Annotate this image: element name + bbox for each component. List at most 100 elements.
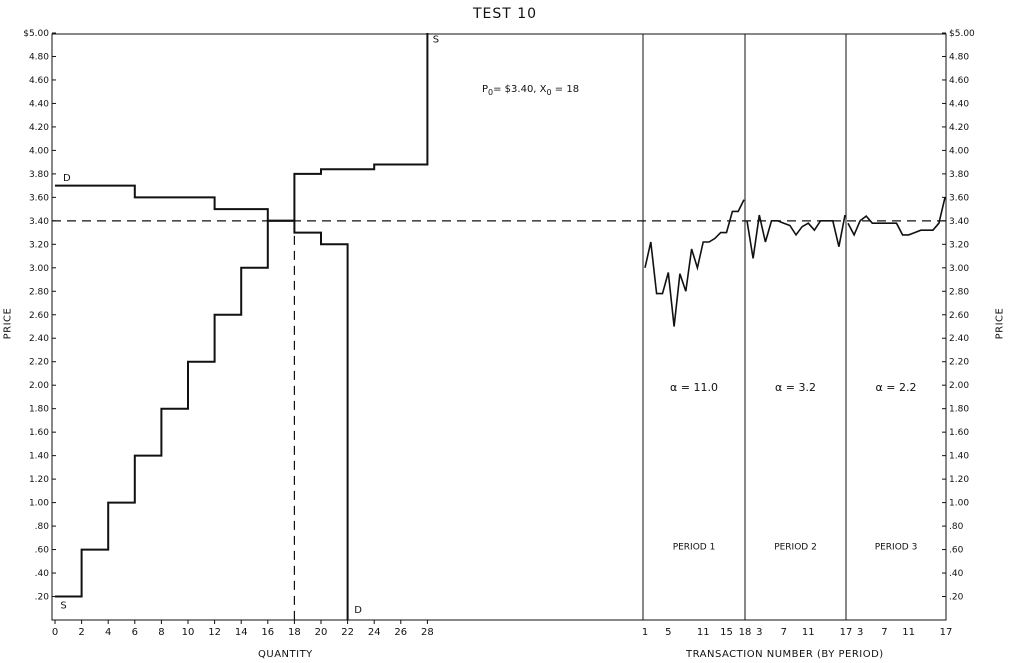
left-y-tick-label-4: 4.20 [29, 123, 49, 133]
annotation-part-1: 0 [488, 88, 493, 97]
quantity-tick-label-11: 22 [341, 627, 354, 638]
quantity-tick-label-7: 14 [235, 627, 248, 638]
right-y-tick-label-2: 4.60 [949, 76, 969, 86]
plot-frame [51, 33, 947, 621]
quantity-tick-label-12: 24 [368, 627, 381, 638]
right-y-tick-label-24: .20 [949, 593, 964, 603]
left-y-tick-label-19: 1.20 [29, 475, 49, 485]
period-2-tick-label-0: 18 [739, 627, 752, 638]
left-y-tick-label-8: 3.40 [29, 217, 49, 227]
quantity-tick-label-3: 6 [132, 627, 138, 638]
right-y-tick-label-12: 2.60 [949, 311, 969, 321]
equilibrium-annotation: P0= $3.40, X0 = 18 [482, 84, 579, 97]
demand-step-line [55, 184, 349, 620]
period-2-price-line [746, 214, 846, 259]
left-y-tick-label-15: 2.00 [29, 381, 49, 391]
right-y-tick-label-15: 2.00 [949, 381, 969, 391]
annotation-part-2: = $3.40, X [493, 84, 547, 95]
period-2-alpha-label: α = 3.2 [775, 381, 816, 394]
period-1-tick-label-1: 5 [665, 627, 671, 638]
right-y-tick-label-5: 4.00 [949, 146, 969, 156]
quantity-tick-label-10: 20 [315, 627, 328, 638]
right-y-tick-label-8: 3.40 [949, 217, 969, 227]
right-y-tick-label-11: 2.80 [949, 287, 969, 297]
right-y-tick-label-19: 1.20 [949, 475, 969, 485]
right-y-tick-label-14: 2.20 [949, 358, 969, 368]
supply-label-top: S [433, 34, 439, 45]
left-y-tick-label-13: 2.40 [29, 334, 49, 344]
period-1-tick-label-2: 11 [697, 627, 710, 638]
right-y-tick-label-23: .40 [949, 569, 964, 579]
right-y-tick-label-9: 3.20 [949, 240, 969, 250]
period-3-tick-label-4: 17 [940, 627, 953, 638]
period-3-tick-label-0: 17 [840, 627, 853, 638]
period-2-tick-label-2: 7 [781, 627, 787, 638]
right-y-tick-label-13: 2.40 [949, 334, 969, 344]
left-y-tick-label-14: 2.20 [29, 358, 49, 368]
quantity-tick-label-14: 28 [421, 627, 434, 638]
period-3-alpha-label: α = 2.2 [876, 381, 917, 394]
left-y-tick-label-0: $5.00 [23, 29, 49, 39]
chart-title: TEST 10 [472, 6, 538, 22]
supply-label-bottom: S [60, 600, 66, 611]
period-1-tick-label-0: 1 [642, 627, 648, 638]
right-y-tick-label-3: 4.40 [949, 99, 969, 109]
right-y-tick-label-4: 4.20 [949, 123, 969, 133]
quantity-axis-label: QUANTITY [258, 649, 313, 660]
supply-step-line [55, 33, 429, 598]
left-y-tick-label-1: 4.80 [29, 52, 49, 62]
right-y-tick-label-16: 1.80 [949, 405, 969, 415]
right-y-tick-label-20: 1.00 [949, 499, 969, 509]
left-y-tick-label-16: 1.80 [29, 405, 49, 415]
left-y-tick-label-5: 4.00 [29, 146, 49, 156]
quantity-tick-label-6: 12 [208, 627, 221, 638]
annotation-part-3: 0 [547, 88, 552, 97]
annotation-part-0: P [482, 84, 488, 95]
demand-label-bottom: D [354, 605, 362, 616]
left-y-tick-label-24: .20 [35, 593, 50, 603]
period-2-tick-label-3: 11 [802, 627, 815, 638]
period-3-label: PERIOD 3 [875, 543, 918, 553]
left-y-tick-label-23: .40 [35, 569, 50, 579]
left-y-tick-label-12: 2.60 [29, 311, 49, 321]
period-3-tick-label-1: 3 [857, 627, 863, 638]
left-y-tick-label-11: 2.80 [29, 287, 49, 297]
right-y-tick-label-22: .60 [949, 546, 964, 556]
period-3-tick-label-3: 11 [902, 627, 915, 638]
left-y-tick-label-6: 3.80 [29, 170, 49, 180]
left-y-tick-label-18: 1.40 [29, 452, 49, 462]
quantity-tick-label-8: 16 [261, 627, 274, 638]
quantity-tick-label-4: 8 [158, 627, 164, 638]
quantity-tick-label-0: 0 [52, 627, 58, 638]
period-1-tick-label-3: 15 [720, 627, 733, 638]
left-y-tick-label-7: 3.60 [29, 193, 49, 203]
right-y-tick-label-10: 3.00 [949, 264, 969, 274]
quantity-tick-label-5: 10 [182, 627, 195, 638]
annotation-part-4: = 18 [552, 84, 579, 95]
right-y-tick-label-17: 1.60 [949, 428, 969, 438]
left-y-tick-label-17: 1.60 [29, 428, 49, 438]
quantity-tick-label-1: 2 [78, 627, 84, 638]
period-1-price-line [644, 199, 745, 327]
quantity-tick-label-13: 26 [394, 627, 407, 638]
period-3-tick-label-2: 7 [881, 627, 887, 638]
left-y-tick-label-10: 3.00 [29, 264, 49, 274]
right-y-tick-label-6: 3.80 [949, 170, 969, 180]
left-y-tick-label-3: 4.40 [29, 99, 49, 109]
period-3-price-line [847, 197, 946, 237]
right-y-tick-label-0: $5.00 [949, 29, 975, 39]
period-2-label: PERIOD 2 [774, 543, 817, 553]
right-y-tick-label-7: 3.60 [949, 193, 969, 203]
quantity-tick-label-9: 18 [288, 627, 301, 638]
period-2-tick-label-1: 3 [756, 627, 762, 638]
demand-label-top: D [63, 173, 71, 184]
period-1-alpha-label: α = 11.0 [670, 381, 718, 394]
right-y-tick-label-18: 1.40 [949, 452, 969, 462]
left-y-tick-label-22: .60 [35, 546, 50, 556]
left-y-tick-label-2: 4.60 [29, 76, 49, 86]
transaction-axis-label: TRANSACTION NUMBER (BY PERIOD) [686, 649, 884, 660]
quantity-tick-label-2: 4 [105, 627, 111, 638]
left-y-tick-label-9: 3.20 [29, 240, 49, 250]
right-y-tick-label-1: 4.80 [949, 52, 969, 62]
